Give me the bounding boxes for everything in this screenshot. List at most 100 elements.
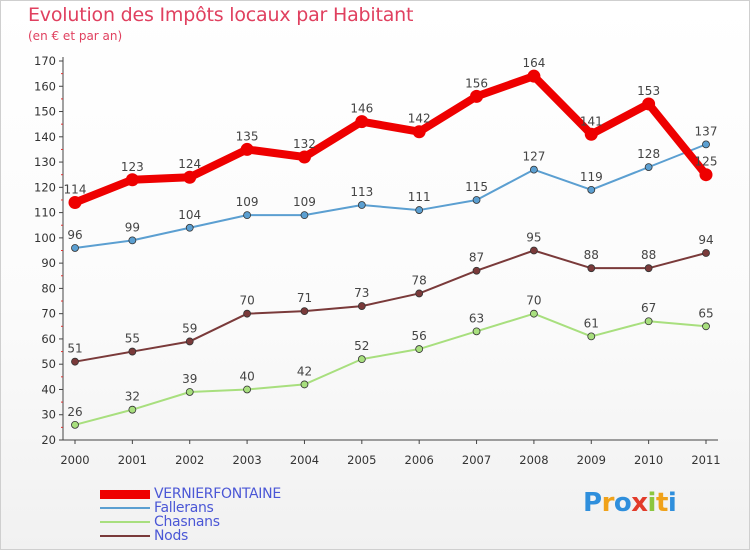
- y-tick-label: 50: [41, 357, 56, 371]
- data-point-vernierfontaine: [699, 168, 713, 182]
- data-label-fallerans: 104: [178, 208, 201, 222]
- data-label-chasnans: 65: [698, 306, 713, 320]
- data-point-vernierfontaine: [527, 69, 541, 83]
- data-point-fallerans: [185, 223, 194, 232]
- data-label-fallerans: 99: [125, 220, 140, 234]
- data-label-vernierfontaine: 142: [408, 112, 431, 126]
- data-point-chasnans: [128, 405, 137, 414]
- data-label-nods: 55: [125, 332, 140, 346]
- y-tick-label: 150: [34, 105, 56, 119]
- data-label-fallerans: 127: [522, 150, 545, 164]
- x-tick-label: 2006: [405, 453, 434, 467]
- data-label-vernierfontaine: 141: [580, 114, 603, 128]
- data-label-nods: 73: [354, 286, 369, 300]
- logo-letter: P: [583, 488, 602, 518]
- y-tick-label: 160: [34, 79, 56, 93]
- data-label-vernierfontaine: 125: [695, 155, 718, 169]
- data-point-vernierfontaine: [183, 170, 197, 184]
- data-point-fallerans: [587, 185, 596, 194]
- data-point-vernierfontaine: [470, 89, 484, 103]
- data-point-nods: [644, 264, 653, 273]
- data-label-chasnans: 52: [354, 339, 369, 353]
- legend-swatch: [100, 535, 150, 537]
- logo-letter: o: [613, 488, 632, 518]
- x-tick-label: 2005: [347, 453, 376, 467]
- legend-label: Chasnans: [154, 514, 220, 530]
- data-label-vernierfontaine: 164: [522, 56, 545, 70]
- data-label-fallerans: 119: [580, 170, 603, 184]
- data-label-chasnans: 42: [297, 364, 312, 378]
- chart-title: Evolution des Impôts locaux par Habitant: [28, 4, 414, 26]
- data-point-chasnans: [702, 322, 710, 331]
- data-point-nods: [472, 266, 481, 275]
- data-point-vernierfontaine: [355, 115, 369, 129]
- legend-item-chasnans: Chasnans: [100, 514, 360, 530]
- data-label-nods: 88: [641, 248, 656, 262]
- data-label-vernierfontaine: 123: [121, 160, 144, 174]
- x-tick-label: 2011: [691, 453, 720, 467]
- legend-item-vernierfontaine: VERNIERFONTAINE: [100, 486, 360, 502]
- data-point-chasnans: [415, 345, 424, 353]
- data-label-chasnans: 26: [67, 405, 82, 419]
- data-point-fallerans: [644, 163, 653, 172]
- x-tick-label: 2007: [462, 453, 491, 467]
- data-label-nods: 87: [469, 251, 484, 265]
- data-point-nods: [185, 337, 194, 346]
- data-label-nods: 51: [67, 342, 82, 356]
- data-point-vernierfontaine: [125, 173, 139, 187]
- data-point-fallerans: [702, 140, 710, 149]
- y-tick-label: 100: [34, 231, 56, 245]
- data-point-fallerans: [357, 201, 366, 209]
- data-label-nods: 94: [698, 233, 713, 247]
- legend-label: VERNIERFONTAINE: [154, 486, 281, 502]
- data-label-nods: 71: [297, 291, 312, 305]
- logo-letter: x: [631, 488, 648, 518]
- y-tick-label: 20: [41, 433, 56, 447]
- data-label-chasnans: 40: [239, 369, 254, 383]
- chart-subtitle: (en € et par an): [28, 29, 123, 43]
- y-tick-label: 170: [34, 54, 56, 68]
- x-tick-label: 2008: [519, 453, 548, 467]
- data-label-chasnans: 56: [412, 329, 427, 343]
- legend-label: Nods: [154, 528, 189, 544]
- data-point-nods: [530, 246, 538, 255]
- data-label-nods: 88: [584, 248, 599, 262]
- data-point-vernierfontaine: [297, 150, 311, 164]
- data-label-nods: 70: [239, 294, 254, 308]
- data-label-fallerans: 109: [236, 195, 259, 209]
- data-label-vernierfontaine: 153: [637, 84, 660, 98]
- y-tick-label: 30: [41, 408, 56, 422]
- y-tick-label: 80: [41, 281, 56, 295]
- data-point-chasnans: [472, 327, 481, 336]
- data-point-nods: [702, 249, 710, 257]
- data-point-chasnans: [300, 380, 309, 389]
- data-label-fallerans: 137: [695, 124, 718, 138]
- legend-swatch: [100, 521, 150, 523]
- data-point-chasnans: [71, 420, 79, 429]
- legend-label: Fallerans: [154, 500, 214, 516]
- data-label-nods: 78: [412, 273, 427, 287]
- logo-letter: r: [601, 488, 615, 518]
- data-label-nods: 95: [526, 231, 541, 245]
- series-line-chasnans: [74, 312, 707, 426]
- x-tick-label: 2004: [290, 453, 319, 467]
- data-label-vernierfontaine: 114: [64, 182, 87, 196]
- data-point-vernierfontaine: [584, 127, 598, 141]
- logo-letter: i: [647, 488, 657, 518]
- series-line-nods: [74, 249, 707, 363]
- data-point-fallerans: [300, 211, 309, 220]
- data-point-fallerans: [472, 196, 481, 204]
- y-tick-label: 70: [41, 307, 56, 321]
- data-label-chasnans: 70: [526, 294, 541, 308]
- x-tick-label: 2009: [577, 453, 606, 467]
- data-point-chasnans: [644, 317, 653, 326]
- data-label-nods: 59: [182, 321, 197, 335]
- y-tick-label: 140: [34, 130, 56, 144]
- data-label-vernierfontaine: 146: [350, 102, 373, 116]
- data-point-nods: [243, 309, 251, 318]
- data-label-fallerans: 96: [67, 228, 82, 242]
- data-label-chasnans: 67: [641, 301, 656, 315]
- data-point-fallerans: [415, 206, 424, 214]
- data-point-nods: [357, 302, 366, 310]
- x-tick-label: 2003: [232, 453, 261, 467]
